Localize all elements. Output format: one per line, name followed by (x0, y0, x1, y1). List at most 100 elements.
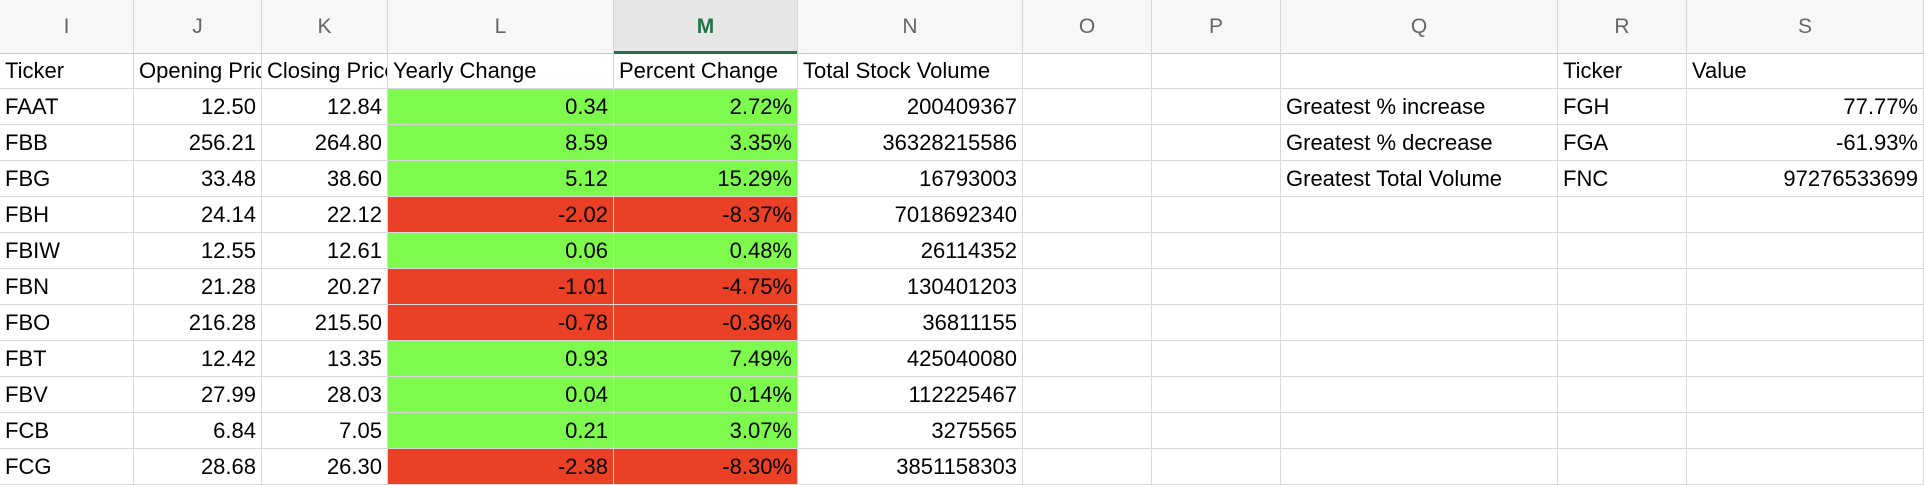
empty-cell[interactable] (1152, 305, 1281, 341)
empty-cell[interactable] (1281, 53, 1558, 89)
summary-label-cell[interactable]: Greatest % decrease (1281, 125, 1558, 161)
ticker-cell[interactable]: FBH (0, 197, 134, 233)
closing-price-cell[interactable]: 7.05 (262, 413, 388, 449)
closing-price-cell[interactable]: 22.12 (262, 197, 388, 233)
summary-header-value[interactable]: Value (1687, 53, 1924, 89)
summary-ticker-cell[interactable]: FGA (1558, 125, 1687, 161)
closing-price-cell[interactable]: 20.27 (262, 269, 388, 305)
column-header-m[interactable]: M (614, 0, 798, 54)
closing-price-cell[interactable]: 38.60 (262, 161, 388, 197)
total-volume-cell[interactable]: 36328215586 (798, 125, 1023, 161)
yearly-change-cell[interactable]: 0.34 (388, 89, 614, 125)
empty-cell[interactable] (1281, 449, 1558, 485)
closing-price-cell[interactable]: 28.03 (262, 377, 388, 413)
empty-cell[interactable] (1687, 197, 1924, 233)
closing-price-cell[interactable]: 12.84 (262, 89, 388, 125)
header-ticker[interactable]: Ticker (0, 53, 134, 89)
empty-cell[interactable] (1281, 197, 1558, 233)
empty-cell[interactable] (1687, 413, 1924, 449)
empty-cell[interactable] (1558, 233, 1687, 269)
empty-cell[interactable] (1023, 197, 1152, 233)
empty-cell[interactable] (1281, 305, 1558, 341)
column-header-n[interactable]: N (798, 0, 1023, 53)
opening-price-cell[interactable]: 12.55 (134, 233, 262, 269)
percent-change-cell[interactable]: 0.48% (614, 233, 798, 269)
column-header-r[interactable]: R (1558, 0, 1687, 53)
percent-change-cell[interactable]: 2.72% (614, 89, 798, 125)
column-header-k[interactable]: K (262, 0, 388, 53)
ticker-cell[interactable]: FCG (0, 449, 134, 485)
closing-price-cell[interactable]: 264.80 (262, 125, 388, 161)
yearly-change-cell[interactable]: -0.78 (388, 305, 614, 341)
ticker-cell[interactable]: FCB (0, 413, 134, 449)
percent-change-cell[interactable]: 3.07% (614, 413, 798, 449)
percent-change-cell[interactable]: 3.35% (614, 125, 798, 161)
total-volume-cell[interactable]: 36811155 (798, 305, 1023, 341)
yearly-change-cell[interactable]: 0.21 (388, 413, 614, 449)
empty-cell[interactable] (1152, 53, 1281, 89)
empty-cell[interactable] (1281, 233, 1558, 269)
ticker-cell[interactable]: FBN (0, 269, 134, 305)
total-volume-cell[interactable]: 3851158303 (798, 449, 1023, 485)
header-percent-change[interactable]: Percent Change (614, 53, 798, 89)
empty-cell[interactable] (1152, 89, 1281, 125)
empty-cell[interactable] (1558, 341, 1687, 377)
empty-cell[interactable] (1281, 269, 1558, 305)
empty-cell[interactable] (1023, 161, 1152, 197)
total-volume-cell[interactable]: 112225467 (798, 377, 1023, 413)
yearly-change-cell[interactable]: 0.04 (388, 377, 614, 413)
empty-cell[interactable] (1152, 233, 1281, 269)
percent-change-cell[interactable]: 0.14% (614, 377, 798, 413)
percent-change-cell[interactable]: 15.29% (614, 161, 798, 197)
empty-cell[interactable] (1687, 377, 1924, 413)
empty-cell[interactable] (1152, 449, 1281, 485)
column-header-j[interactable]: J (134, 0, 262, 53)
column-header-p[interactable]: P (1152, 0, 1281, 53)
empty-cell[interactable] (1152, 341, 1281, 377)
total-volume-cell[interactable]: 200409367 (798, 89, 1023, 125)
ticker-cell[interactable]: FBG (0, 161, 134, 197)
opening-price-cell[interactable]: 6.84 (134, 413, 262, 449)
empty-cell[interactable] (1023, 269, 1152, 305)
total-volume-cell[interactable]: 16793003 (798, 161, 1023, 197)
header-closing-price[interactable]: Closing Price (262, 53, 388, 89)
column-header-l[interactable]: L (388, 0, 614, 53)
summary-label-cell[interactable]: Greatest % increase (1281, 89, 1558, 125)
summary-value-cell[interactable]: 97276533699 (1687, 161, 1924, 197)
opening-price-cell[interactable]: 216.28 (134, 305, 262, 341)
percent-change-cell[interactable]: -4.75% (614, 269, 798, 305)
empty-cell[interactable] (1152, 197, 1281, 233)
empty-cell[interactable] (1687, 449, 1924, 485)
yearly-change-cell[interactable]: -2.38 (388, 449, 614, 485)
empty-cell[interactable] (1281, 377, 1558, 413)
header-opening-price[interactable]: Opening Price (134, 53, 262, 89)
yearly-change-cell[interactable]: 8.59 (388, 125, 614, 161)
empty-cell[interactable] (1558, 197, 1687, 233)
empty-cell[interactable] (1023, 233, 1152, 269)
yearly-change-cell[interactable]: 5.12 (388, 161, 614, 197)
header-yearly-change[interactable]: Yearly Change (388, 53, 614, 89)
empty-cell[interactable] (1558, 413, 1687, 449)
empty-cell[interactable] (1023, 53, 1152, 89)
total-volume-cell[interactable]: 7018692340 (798, 197, 1023, 233)
total-volume-cell[interactable]: 425040080 (798, 341, 1023, 377)
yearly-change-cell[interactable]: 0.06 (388, 233, 614, 269)
yearly-change-cell[interactable]: -2.02 (388, 197, 614, 233)
opening-price-cell[interactable]: 256.21 (134, 125, 262, 161)
summary-value-cell[interactable]: -61.93% (1687, 125, 1924, 161)
opening-price-cell[interactable]: 27.99 (134, 377, 262, 413)
summary-ticker-cell[interactable]: FGH (1558, 89, 1687, 125)
percent-change-cell[interactable]: -8.37% (614, 197, 798, 233)
empty-cell[interactable] (1152, 377, 1281, 413)
ticker-cell[interactable]: FAAT (0, 89, 134, 125)
ticker-cell[interactable]: FBIW (0, 233, 134, 269)
empty-cell[interactable] (1152, 161, 1281, 197)
yearly-change-cell[interactable]: -1.01 (388, 269, 614, 305)
empty-cell[interactable] (1687, 233, 1924, 269)
empty-cell[interactable] (1281, 341, 1558, 377)
summary-value-cell[interactable]: 77.77% (1687, 89, 1924, 125)
ticker-cell[interactable]: FBT (0, 341, 134, 377)
empty-cell[interactable] (1023, 377, 1152, 413)
yearly-change-cell[interactable]: 0.93 (388, 341, 614, 377)
summary-ticker-cell[interactable]: FNC (1558, 161, 1687, 197)
